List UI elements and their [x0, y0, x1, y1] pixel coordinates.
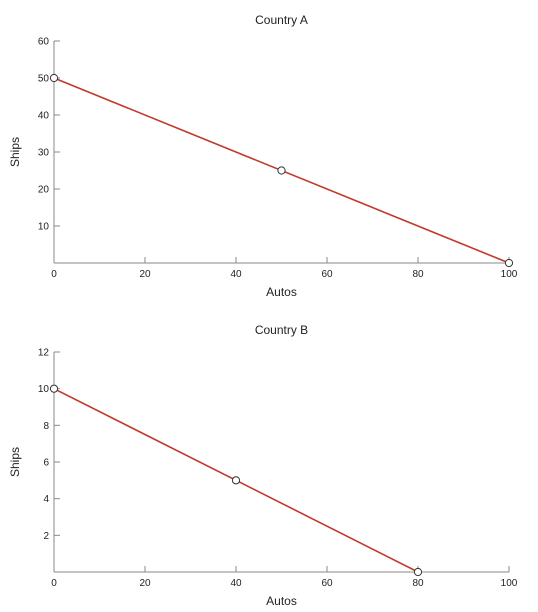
- y-tick-label: 40: [38, 111, 50, 122]
- y-tick-label: 50: [38, 74, 50, 85]
- chart-title: Country A: [255, 13, 308, 27]
- y-tick-label: 60: [38, 37, 50, 48]
- chart-panel-1: Country A 10 20 30 40 50 60 0 20 40 60 80 100 Autos Sh…: [8, 13, 518, 299]
- x-tick-label: 20: [139, 578, 151, 589]
- data-point-marker: [277, 166, 286, 175]
- x-tick-label: 20: [139, 269, 151, 280]
- y-tick-label: 10: [38, 222, 50, 233]
- data-point-marker: [504, 258, 514, 268]
- y-tick-label: 10: [38, 384, 50, 395]
- data-point-marker: [49, 384, 59, 393]
- x-tick-label: 80: [412, 269, 424, 280]
- data-point-marker: [413, 567, 423, 577]
- y-tick-label: 8: [43, 421, 49, 432]
- y-tick-label: 2: [43, 531, 49, 542]
- y-tick-label: 6: [43, 458, 49, 469]
- chart-panel-2: Country B 2 4 6 8 10 12 0 20 40 60 80 100 Autos Ships: [8, 323, 518, 608]
- x-tick-label: 40: [230, 578, 242, 589]
- x-tick-label: 60: [321, 269, 333, 280]
- y-tick-label: 12: [38, 348, 50, 359]
- x-axis-label: Autos: [266, 594, 297, 608]
- data-point-marker: [49, 73, 59, 83]
- y-tick-label: 30: [38, 148, 50, 159]
- x-tick-label: 100: [501, 578, 518, 589]
- y-tick-label: 20: [38, 185, 50, 196]
- data-point-marker: [231, 476, 241, 485]
- x-tick-label: 0: [51, 269, 57, 280]
- x-tick-label: 80: [412, 578, 424, 589]
- x-axis-label: Autos: [266, 285, 297, 299]
- y-axis-label: Ships: [8, 137, 22, 167]
- x-tick-label: 100: [501, 269, 518, 280]
- x-tick-label: 0: [51, 578, 57, 589]
- x-tick-label: 60: [321, 578, 333, 589]
- chart-title: Country B: [255, 323, 308, 337]
- y-axis-label: Ships: [8, 447, 22, 477]
- x-tick-label: 40: [230, 269, 242, 280]
- y-tick-label: 4: [43, 494, 49, 505]
